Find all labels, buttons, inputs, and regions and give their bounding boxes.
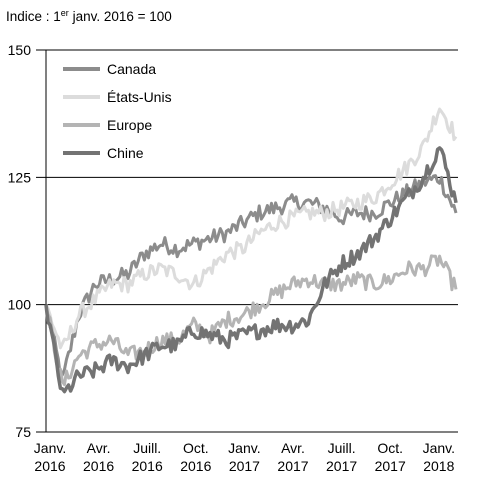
x-tick-label-2-line1: Juill. <box>133 440 161 456</box>
y-tick-label-100: 100 <box>8 297 32 313</box>
x-tick-label-3-line2: 2016 <box>180 458 211 474</box>
legend-label-europe: Europe <box>107 117 152 133</box>
x-tick-label-6-line2: 2017 <box>326 458 357 474</box>
series-line-europe <box>44 254 458 387</box>
x-tick-label-5-line1: Avr. <box>281 440 305 456</box>
x-tick-label-7-line2: 2017 <box>375 458 406 474</box>
series-line--tats-unis <box>44 107 458 350</box>
x-tick-label-1-line2: 2016 <box>83 458 114 474</box>
y-axis-tick-labels: 150 125 100 75 <box>8 42 32 440</box>
unit-label-suffix: janv. 2016 = 100 <box>68 9 172 24</box>
x-axis-tick-labels: Janv. 2016 Avr. 2016 Juill. 2016 Oct. 2016 Janv.… <box>34 440 455 474</box>
series-lines <box>44 107 458 394</box>
x-tick-label-2-line2: 2016 <box>132 458 163 474</box>
x-tick-label-6-line1: Juill. <box>328 440 356 456</box>
legend-label-chine: Chine <box>107 145 144 161</box>
x-tick-label-0-line1: Janv. <box>34 440 66 456</box>
y-tick-label-125: 125 <box>8 169 32 185</box>
x-tick-label-8-line2: 2018 <box>423 458 454 474</box>
x-tick-label-7-line1: Oct. <box>377 440 403 456</box>
y-axis-unit-label: Indice : 1er janv. 2016 = 100 <box>6 8 172 24</box>
legend: Canada États-Unis Europe Chine <box>63 61 172 161</box>
x-tick-label-5-line2: 2017 <box>277 458 308 474</box>
gridlines <box>36 49 458 433</box>
x-tick-label-1-line1: Avr. <box>87 440 111 456</box>
x-tick-label-4-line1: Janv. <box>228 440 260 456</box>
x-tick-label-0-line2: 2016 <box>34 458 65 474</box>
y-tick-label-150: 150 <box>8 42 32 58</box>
series-line-chine <box>44 146 458 394</box>
legend-label--tats-unis: États-Unis <box>107 89 172 105</box>
x-tick-label-8-line1: Janv. <box>423 440 455 456</box>
x-tick-label-4-line2: 2017 <box>229 458 260 474</box>
x-tick-label-3-line1: Oct. <box>183 440 209 456</box>
unit-label-superscript: er <box>60 8 69 18</box>
unit-label-prefix: Indice : 1 <box>6 9 61 24</box>
legend-label-canada: Canada <box>107 61 156 77</box>
y-tick-label-75: 75 <box>15 424 31 440</box>
